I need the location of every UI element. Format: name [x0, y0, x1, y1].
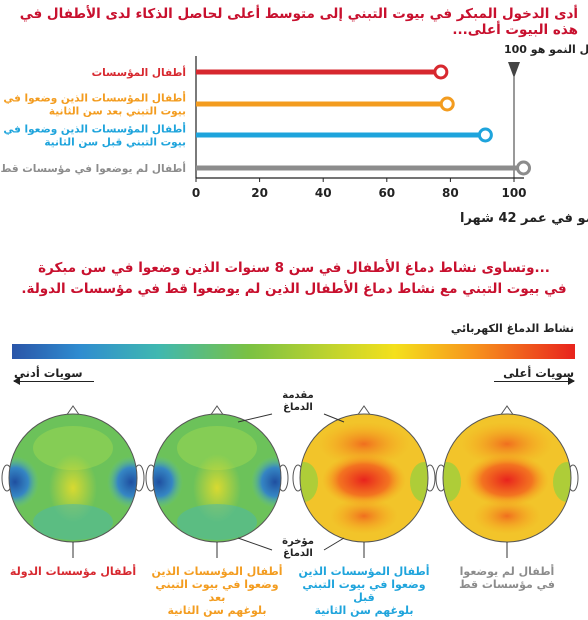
brain-caption-2: أطفال المؤسسات الذين وضعوا في بيوت التبني…: [294, 565, 434, 617]
nose-marker-icon: [65, 405, 81, 417]
brain-caption-line: بلوغهم سن الثانية: [167, 604, 267, 617]
x-tick-label-40: 40: [315, 186, 332, 200]
brain-right-zone: [107, 456, 137, 508]
brain-right-zone: [553, 462, 571, 502]
brain-zone: [177, 426, 257, 470]
front-connector-left: [237, 413, 273, 423]
brain-center-zone: [465, 454, 549, 506]
brain-back-zone: [473, 498, 541, 534]
brain-caption-line: أطفال مؤسسات الدولة: [9, 565, 137, 578]
arrow-right-icon: [494, 377, 575, 385]
front-annotation-line2: الدماغ: [283, 402, 313, 413]
brain-caption-1: أطفال المؤسسات الذين وضعوا في بيوت التبني…: [147, 565, 287, 617]
x-tick-label-100: 100: [501, 186, 526, 200]
brain-front-zone: [318, 422, 410, 466]
category-label-0-0: أطفال المؤسسات: [92, 65, 186, 79]
brain-caption-0: أطفال مؤسسات الدولة: [3, 565, 143, 578]
back-annotation-line1: مؤخرة: [282, 536, 314, 547]
brain-caption-line: في مؤسسات قط: [459, 578, 555, 591]
scale-high-label: سويات أعلى: [503, 366, 574, 380]
brain-map-2: [292, 405, 436, 558]
brain-caption-line: بلوغهم سن الثانية: [314, 604, 414, 617]
back-connector-left: [237, 537, 273, 551]
brain-caption-line: وضعوا في بيوت التبني قبل: [302, 578, 426, 604]
brain-caption-line: وضعوا في بيوت التبني بعد: [155, 578, 279, 604]
brain-left-zone: [9, 456, 39, 508]
brain-caption-line: أطفال المؤسسات الذين: [298, 565, 430, 578]
x-axis-label: حاصل النمو في عمر 42 شهرا: [460, 211, 588, 226]
brain-left-zone: [300, 462, 318, 502]
lollipop-dot-2: [477, 127, 493, 143]
x-tick-label-60: 60: [378, 186, 395, 200]
headline-mid-line2: في بيوت التبني مع نشاط دماغ الأطفال الذي…: [21, 281, 567, 297]
back-annotation: مؤخرة الدماغ: [263, 536, 333, 560]
brain-map-1: [145, 405, 289, 558]
category-label-2-1: بيوت التبني قبل سن الثانية: [44, 137, 186, 149]
nose-marker-icon: [499, 405, 515, 417]
brain-right-zone: [251, 456, 281, 508]
category-label-3-0: أطفال لم يوضعوا في مؤسسات قط: [0, 161, 186, 175]
headline-top: أدى الدخول المبكر في بيوت التبني إلى متو…: [19, 6, 578, 38]
lollipop-dot-0: [433, 64, 449, 80]
x-tick-label-0: 0: [192, 186, 200, 200]
scale-label: نشاط الدماغ الكهربائي: [450, 322, 574, 335]
brain-back-zone: [330, 498, 398, 534]
front-annotation: مقدمة الدماغ: [263, 390, 333, 414]
brain-center-zone: [322, 454, 406, 506]
brain-caption-line: أطفال المؤسسات الذين: [151, 565, 283, 578]
brain-right-zone: [410, 462, 428, 502]
front-annotation-line1: مقدمة: [282, 390, 314, 401]
brain-front-zone: [461, 422, 553, 466]
activity-gradient-bar: [12, 344, 575, 359]
x-tick-label-20: 20: [251, 186, 268, 200]
back-connector-right: [323, 537, 345, 551]
brain-left-zone: [153, 456, 183, 508]
lollipop-dot-1: [439, 96, 455, 112]
category-label-1-0: أطفال المؤسسات الذين وضعوا في: [3, 91, 186, 105]
arrow-left-icon: [13, 377, 94, 385]
brain-zone: [33, 426, 113, 470]
brain-caption-3: أطفال لم يوضعوا في مؤسسات قط: [437, 565, 577, 591]
brain-map-0: [1, 405, 145, 558]
reference-marker-icon: [508, 62, 520, 78]
front-connector-right: [323, 413, 345, 423]
lollipop-dot-3: [516, 160, 532, 176]
headline-mid-line1: ...وتساوى نشاط دماغ الأطفال في سن 8 سنوا…: [38, 260, 550, 276]
headline-mid: ...وتساوى نشاط دماغ الأطفال في سن 8 سنوا…: [10, 258, 578, 300]
brain-left-zone: [443, 462, 461, 502]
category-label-1-1: بيوت التبني بعد سن الثانية: [49, 106, 186, 118]
category-label-2-0: أطفال المؤسسات الذين وضعوا في: [3, 122, 186, 136]
brain-maps: [1, 405, 579, 558]
reference-label: وسطي حاصل النمو هو 100: [504, 43, 588, 56]
brain-caption-line: أطفال لم يوضعوا: [459, 565, 555, 578]
nose-marker-icon: [356, 405, 372, 417]
nose-marker-icon: [209, 405, 225, 417]
brain-back-zone: [33, 504, 113, 540]
back-annotation-line2: الدماغ: [283, 548, 313, 559]
brain-map-3: [435, 405, 579, 558]
brain-back-zone: [177, 504, 257, 540]
lollipop-chart: وسطي حاصل النمو هو 100 0 20 40 60 80 100 حاصل ا…: [0, 43, 588, 226]
scale-low-label: سويات أدنى: [14, 366, 83, 380]
x-tick-label-80: 80: [442, 186, 459, 200]
